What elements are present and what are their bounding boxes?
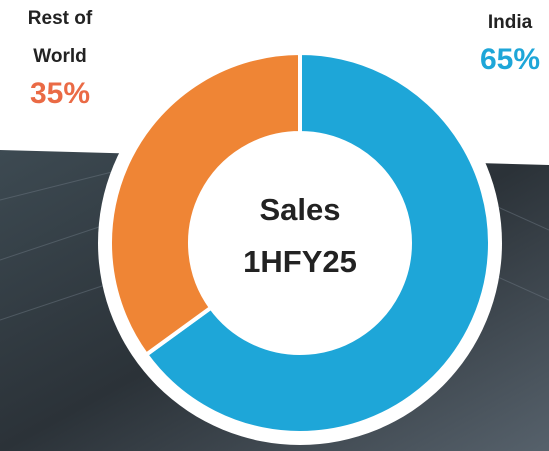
category-label: India (395, 4, 549, 42)
label-group: India 65% (395, 4, 549, 78)
center-text: Sales (220, 192, 380, 228)
category-label: Rest of World (15, 0, 105, 76)
donut-hole (190, 133, 410, 353)
page: India 65% Rest of World 35% Sales 1HFY25 (0, 0, 549, 451)
value-label: 35% (15, 76, 105, 112)
center-text: 1HFY25 (220, 244, 380, 280)
label-group: Rest of World 35% (15, 0, 105, 112)
value-label: 65% (395, 42, 549, 78)
